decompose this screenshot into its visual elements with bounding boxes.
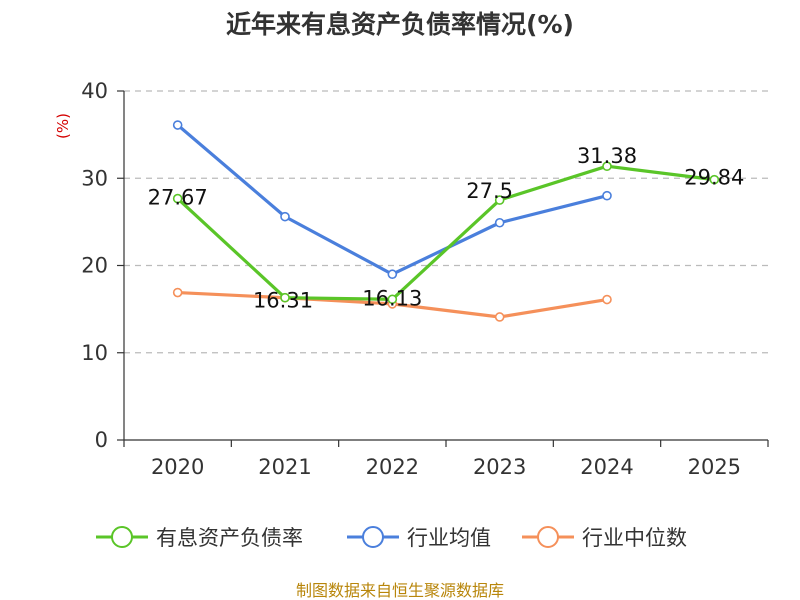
grid-layer <box>124 90 768 354</box>
x-tick-label-2020: 2020 <box>151 455 204 479</box>
x-tick-label-2024: 2024 <box>580 455 633 479</box>
data-point[interactable] <box>172 193 183 204</box>
legend-label: 行业均值 <box>407 526 491 550</box>
x-tick-label-2022: 2022 <box>366 455 419 479</box>
series-1 <box>172 120 612 280</box>
data-point[interactable] <box>494 217 505 228</box>
legend-label: 有息资产负债率 <box>156 526 303 550</box>
data-point[interactable] <box>387 269 398 280</box>
data-point[interactable] <box>172 120 183 130</box>
y-tick-label: 10 <box>81 341 108 365</box>
legend: 有息资产负债率 行业均值 行业中位数 <box>96 526 687 550</box>
series-line-0 <box>176 164 715 301</box>
axis-layer: 0 10 20 30 40 2020 2021 2022 2023 2024 2025 <box>81 79 769 479</box>
x-tick-label-2025: 2025 <box>688 455 741 479</box>
legend-label: 行业中位数 <box>582 526 687 550</box>
data-label: 27.5 <box>466 179 513 203</box>
data-point[interactable] <box>602 161 612 172</box>
x-tick-label-2021: 2021 <box>258 455 311 479</box>
y-tick-label: 0 <box>95 428 108 452</box>
data-label: 29.84 <box>684 166 744 190</box>
legend-item-2[interactable]: 行业中位数 <box>522 526 687 550</box>
y-tick-label: 20 <box>81 254 108 278</box>
data-label: 31.38 <box>577 144 637 168</box>
data-point[interactable] <box>280 292 290 303</box>
legend-item-0[interactable]: 有息资产负债率 <box>96 526 303 550</box>
x-tick-label-2023: 2023 <box>473 455 526 479</box>
y-unit-label: (%) <box>54 113 72 139</box>
y-tick-label: 30 <box>81 166 108 190</box>
data-point[interactable] <box>494 195 505 205</box>
data-label: 16.31 <box>253 289 313 313</box>
legend-item-1[interactable]: 行业均值 <box>347 526 491 550</box>
data-point[interactable] <box>602 294 612 305</box>
data-point[interactable] <box>387 294 398 305</box>
series-line-1 <box>176 123 608 276</box>
data-point[interactable] <box>602 190 612 201</box>
legend-marker-icon <box>111 526 133 548</box>
series-0 <box>172 161 720 305</box>
data-point[interactable] <box>172 287 183 298</box>
source-note: 制图数据来自恒生聚源数据库 <box>296 581 504 600</box>
legend-marker-icon <box>362 526 384 548</box>
series-layer <box>172 120 720 322</box>
data-label: 16.13 <box>362 286 422 310</box>
data-point[interactable] <box>280 211 290 222</box>
chart-title: 近年来有息资产负债率情况(%) <box>226 10 574 39</box>
legend-marker-icon <box>537 526 559 548</box>
y-tick-label: 40 <box>81 79 108 103</box>
data-label-layer: 27.67 16.31 16.13 27.5 31.38 29.84 <box>148 144 745 312</box>
data-point[interactable] <box>709 174 720 185</box>
data-label: 27.67 <box>148 186 208 210</box>
data-point[interactable] <box>494 312 505 322</box>
